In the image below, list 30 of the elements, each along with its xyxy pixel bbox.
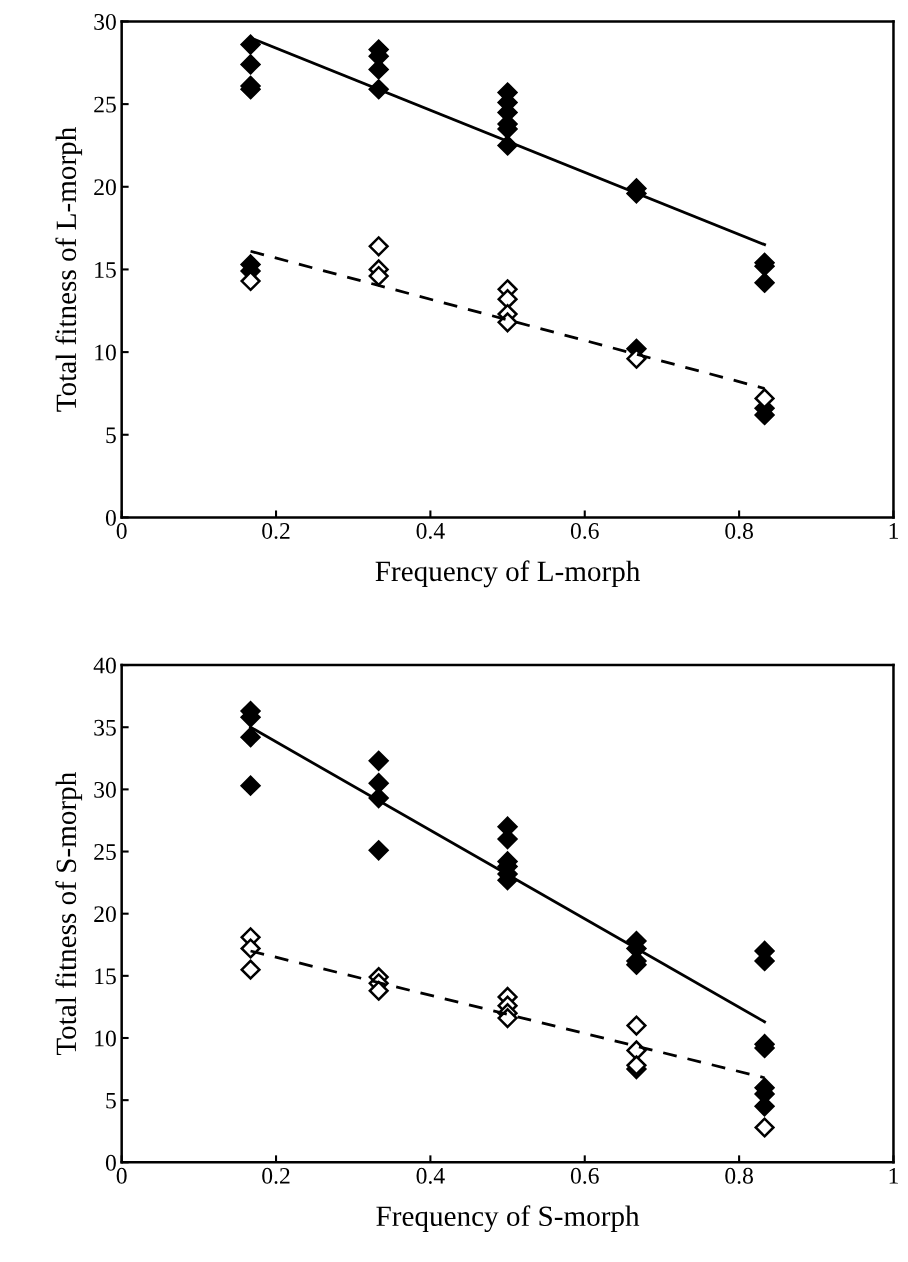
y-axis-title: Total fitness of L-morph [55, 127, 83, 412]
y-tick-label: 15 [95, 262, 116, 278]
x-tick-label: 0.4 [416, 1167, 445, 1184]
y-tick-label: 30 [94, 781, 116, 798]
y-tick-label: 25 [94, 96, 116, 113]
y-tick-label: 10 [95, 1030, 116, 1047]
y-tick-label: 0 [105, 509, 116, 526]
x-tick-label: 0.6 [570, 522, 599, 539]
y-axis-title: Total fitness of S-morph [55, 772, 83, 1056]
y-tick-label: 5 [106, 1092, 116, 1109]
y-tick-label: 35 [94, 719, 116, 736]
x-tick-label: 0.8 [725, 1167, 753, 1184]
x-tick-label: 0.8 [725, 522, 753, 539]
y-tick-label: 20 [94, 906, 116, 923]
y-tick-label: 30 [94, 13, 116, 30]
x-tick-label: 0.6 [570, 1167, 599, 1184]
x-axis-title: Frequency of S-morph [376, 1205, 640, 1233]
x-tick-label: 0.2 [262, 1167, 290, 1184]
x-tick-label: 1 [889, 523, 898, 539]
y-tick-label: 20 [94, 179, 116, 196]
x-tick-label: 0.2 [262, 522, 290, 539]
y-tick-label: 10 [95, 344, 116, 361]
y-tick-label: 25 [94, 844, 116, 860]
y-tick-label: 15 [95, 968, 116, 985]
y-tick-label: 40 [93, 657, 116, 674]
x-tick-label: 0.4 [416, 522, 445, 539]
y-tick-label: 0 [105, 1154, 116, 1171]
x-axis-title: Frequency of L-morph [375, 560, 641, 588]
x-tick-label: 1 [889, 1167, 898, 1184]
y-tick-label: 5 [106, 427, 116, 444]
